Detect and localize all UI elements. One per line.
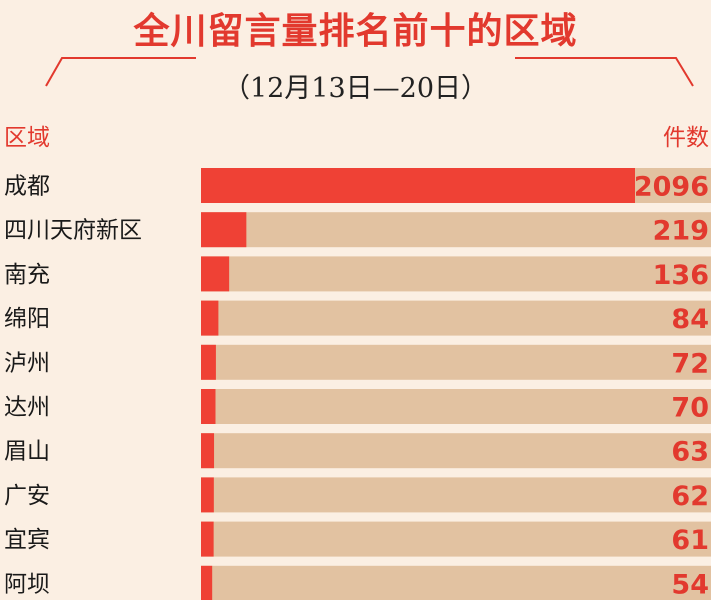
bar-track <box>201 477 711 513</box>
value-column-header: 件数 <box>663 125 709 151</box>
chart-subtitle: （12月13日—20日） <box>222 73 489 104</box>
bar <box>201 344 216 380</box>
category-label: 四川天府新区 <box>4 218 142 244</box>
bar <box>201 565 213 600</box>
value-label: 72 <box>671 348 709 379</box>
value-label: 2096 <box>634 172 709 203</box>
title-decoration-right-line <box>515 57 694 87</box>
category-label: 成都 <box>4 174 50 200</box>
category-label: 泸州 <box>4 350 50 376</box>
value-label: 63 <box>671 437 709 468</box>
bar-track <box>201 521 711 557</box>
chart-title: 全川留言量排名前十的区域 <box>133 11 578 52</box>
bar <box>201 256 230 292</box>
value-label: 54 <box>671 569 709 600</box>
category-column-header: 区域 <box>4 125 50 151</box>
bar-track <box>201 256 711 292</box>
bar <box>201 212 247 248</box>
bar-track <box>201 300 711 336</box>
bar <box>201 168 635 203</box>
category-label: 绵阳 <box>4 306 50 332</box>
bar <box>201 433 215 469</box>
bar <box>201 300 219 336</box>
bar-track <box>201 565 711 600</box>
value-label: 62 <box>671 481 709 512</box>
bar <box>201 389 216 424</box>
bar-track <box>201 389 711 424</box>
value-label: 84 <box>671 304 709 335</box>
category-label: 南充 <box>4 262 50 288</box>
category-label: 广安 <box>4 483 50 509</box>
value-label: 70 <box>671 393 709 424</box>
title-decoration-left-line <box>45 57 196 87</box>
category-label: 阿坝 <box>4 571 50 597</box>
bar-track <box>201 212 711 248</box>
value-label: 136 <box>653 260 709 291</box>
category-label: 眉山 <box>4 439 50 465</box>
value-label: 61 <box>671 525 709 556</box>
category-label: 达州 <box>4 395 50 421</box>
bar <box>201 477 214 513</box>
category-label: 宜宾 <box>4 527 50 553</box>
bar-track <box>201 433 711 469</box>
bar-track <box>201 344 711 380</box>
bar <box>201 521 214 557</box>
value-label: 219 <box>653 216 709 247</box>
